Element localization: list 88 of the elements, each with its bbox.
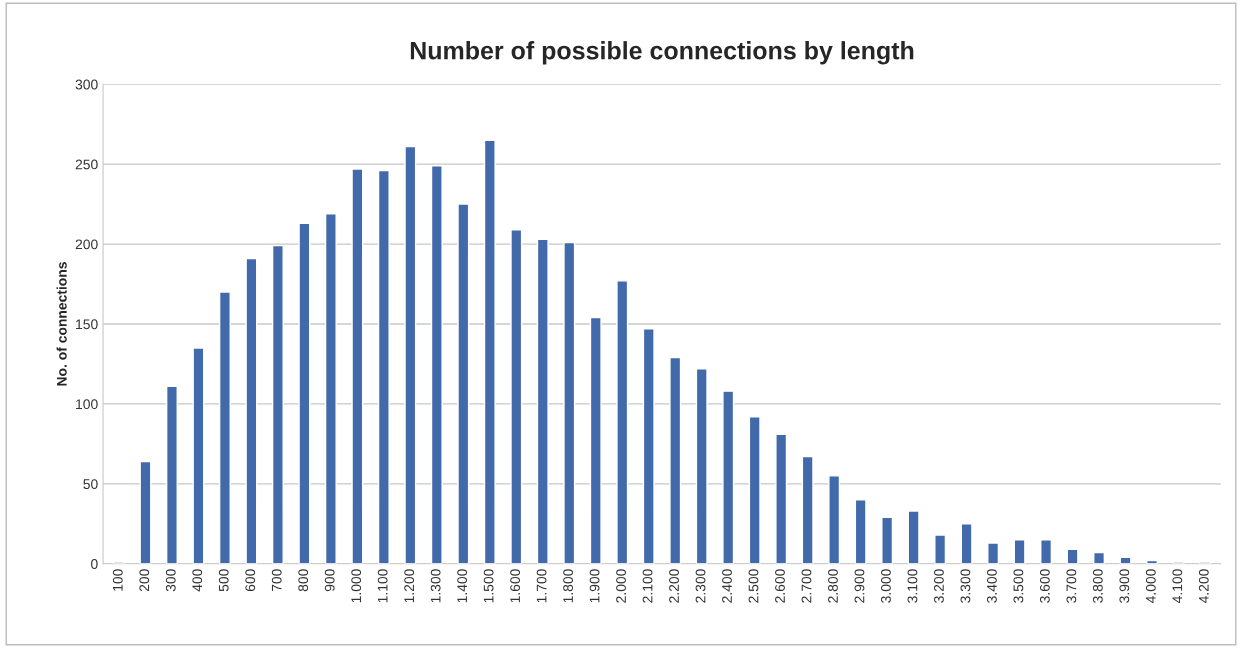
x-tick-label: 3.000 [881,569,891,603]
x-tick-label: 600 [245,569,256,592]
bar [536,238,549,564]
x-tick-label: 1.000 [351,569,362,603]
x-tick-label: 2.800 [828,569,838,603]
x-tick-label: 800 [298,569,309,592]
x-tick-label: 900 [324,569,335,592]
bar [907,510,920,564]
bar [748,416,761,564]
bar [616,280,629,564]
bar [165,385,178,564]
y-tick-label: 250 [75,159,98,170]
x-tick-label: 1.300 [430,569,441,603]
bar [669,356,682,564]
x-tick-label: 2.000 [616,569,626,603]
bar [960,523,973,564]
bar [987,542,1000,564]
bar [271,244,284,564]
x-tick-label: 2.900 [854,569,865,603]
bar [430,165,443,564]
x-tick-label: 2.500 [748,569,759,603]
bar [457,203,470,564]
bar [510,228,523,564]
bar [1093,551,1106,564]
x-tick-label: 700 [271,569,282,592]
x-tick-label: 4.100 [1172,569,1183,604]
x-tick-label: 100 [112,569,123,591]
bar [1040,539,1053,564]
bar [934,534,947,564]
x-tick-label: 3.100 [907,569,918,603]
bar [351,168,364,564]
y-axis-title: No. of connections [56,262,67,386]
x-tick-label: 2.300 [695,569,706,603]
x-tick-label: 1.500 [483,569,494,603]
y-tick-label: 0 [91,559,98,569]
bar [1066,548,1079,564]
x-tick-label: 2.700 [801,569,812,603]
bar [218,291,231,564]
x-tick-label: 4.000 [1145,569,1156,604]
bar [139,460,152,564]
x-tick-label: 1.800 [563,569,574,603]
x-tick-label: 1.400 [457,569,468,603]
x-tick-label: 3.400 [986,569,997,603]
x-tick-label: 1.900 [589,569,600,603]
y-tick-label: 50 [83,479,98,490]
x-tick-label: 3.300 [960,569,971,603]
y-tick-label: 300 [75,79,98,90]
x-tick-label: 3.600 [1039,569,1050,603]
x-tick-label: 200 [139,569,150,592]
x-tick-label: 4.200 [1198,569,1209,604]
bar [324,213,337,564]
y-tick-label: 150 [76,319,98,330]
x-tick-label: 3.500 [1013,569,1024,603]
x-tick-label: 300 [165,569,176,592]
x-tick-label: 2.600 [775,569,785,603]
x-tick-label: 3.900 [1119,569,1130,603]
bar [563,241,576,564]
x-tick-label: 500 [218,569,229,592]
x-tick-label: 1.200 [404,569,415,603]
bar [404,145,417,564]
x-tick-label: 1.100 [377,569,388,603]
bar [642,328,655,564]
x-tick-label: 3.800 [1092,569,1103,603]
bar [722,390,735,564]
bar [695,368,708,564]
bar [828,475,841,564]
x-tick-label: 2.400 [722,569,732,603]
bar [775,433,788,564]
x-tick-label: 400 [192,569,203,592]
bar [377,169,390,564]
bar [589,316,602,564]
x-tick-label: 1.700 [536,569,547,603]
x-tick-label: 3.200 [934,569,944,603]
bar [854,499,867,564]
y-tick-label: 200 [75,239,98,250]
x-tick-label: 2.200 [669,569,679,603]
bar [298,222,311,564]
x-tick-label: 1.600 [510,569,521,603]
x-tick-label: 2.100 [642,569,653,603]
bar [192,347,205,564]
bar [245,257,258,564]
chart-title: Number of possible connections by length [410,41,914,65]
bar [483,139,496,564]
bar [1013,539,1026,564]
y-tick-label: 100 [76,399,98,410]
bar [801,455,814,564]
x-tick-label: 3.700 [1066,569,1077,603]
bar [881,516,894,564]
